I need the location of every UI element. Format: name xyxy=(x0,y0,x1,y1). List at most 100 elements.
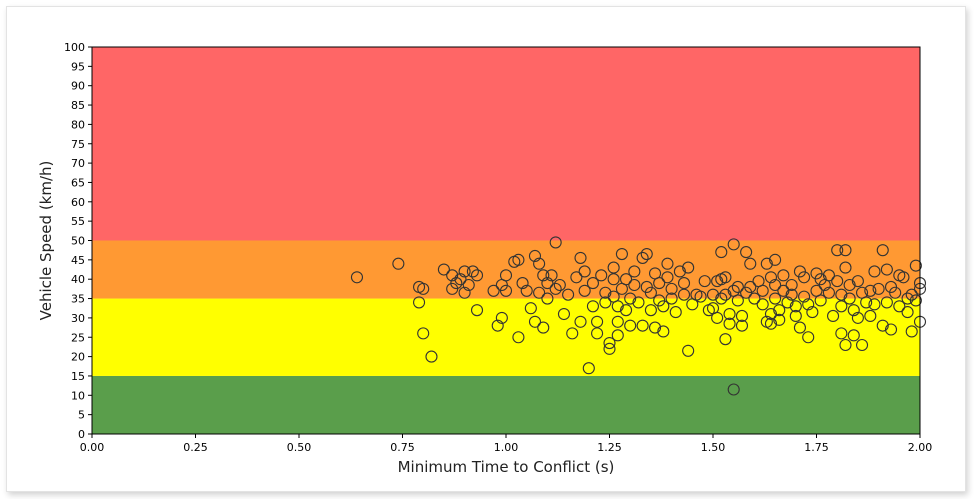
data-point xyxy=(723,317,736,330)
data-point xyxy=(839,244,852,257)
data-point xyxy=(541,277,554,290)
data-point xyxy=(512,253,525,266)
data-point xyxy=(665,282,678,295)
data-point xyxy=(876,244,889,257)
data-point xyxy=(417,327,430,340)
y-tick-label: 35 xyxy=(71,293,85,306)
data-point xyxy=(785,288,798,301)
y-tick-label: 40 xyxy=(71,273,85,286)
x-tick-label: 1.75 xyxy=(804,441,829,454)
data-point xyxy=(682,344,695,357)
data-point xyxy=(533,257,546,270)
y-tick-label: 15 xyxy=(71,370,85,383)
data-point xyxy=(698,275,711,288)
data-point xyxy=(586,277,599,290)
data-point xyxy=(653,277,666,290)
data-point xyxy=(624,292,637,305)
data-point xyxy=(764,271,778,284)
data-point xyxy=(462,278,475,292)
y-tick-label: 90 xyxy=(71,80,85,93)
data-point xyxy=(802,331,815,344)
data-point xyxy=(839,261,852,274)
data-point xyxy=(611,329,624,342)
y-tick-label: 100 xyxy=(64,41,85,54)
data-point xyxy=(595,269,608,282)
data-point xyxy=(727,383,740,396)
data-point xyxy=(644,286,657,299)
data-point xyxy=(847,329,860,342)
data-point xyxy=(884,323,898,336)
data-point xyxy=(889,286,902,299)
data-point xyxy=(603,337,616,350)
data-point xyxy=(756,284,769,297)
data-point xyxy=(715,292,728,305)
data-point xyxy=(537,321,550,334)
data-point xyxy=(458,286,471,299)
data-point xyxy=(851,311,864,324)
data-point xyxy=(731,280,744,293)
data-point xyxy=(632,296,645,309)
data-point xyxy=(719,271,732,284)
data-point xyxy=(582,362,595,375)
data-point xyxy=(499,284,513,297)
data-point xyxy=(574,251,587,264)
data-point xyxy=(541,292,554,305)
data-point xyxy=(769,278,782,292)
data-point xyxy=(665,292,678,305)
data-point xyxy=(644,304,657,317)
data-point xyxy=(516,277,529,290)
data-point xyxy=(524,302,537,315)
y-tick-label: 30 xyxy=(71,312,85,325)
data-point xyxy=(624,319,637,332)
y-tick-label: 10 xyxy=(71,389,85,402)
data-point xyxy=(843,278,856,292)
data-point xyxy=(611,300,624,313)
data-point xyxy=(450,277,463,290)
data-point xyxy=(611,315,624,328)
data-point xyxy=(512,331,525,344)
data-point xyxy=(615,247,628,261)
data-point xyxy=(909,294,922,307)
data-point xyxy=(715,246,728,259)
data-point xyxy=(545,269,558,282)
data-point xyxy=(827,309,840,323)
data-point xyxy=(769,253,782,266)
x-tick-label: 1.25 xyxy=(597,441,622,454)
y-tick-label: 70 xyxy=(71,157,85,170)
data-point xyxy=(789,300,802,313)
data-point xyxy=(549,282,562,295)
y-tick-label: 65 xyxy=(71,176,85,189)
y-tick-label: 0 xyxy=(78,428,85,441)
data-point xyxy=(839,338,852,352)
data-point xyxy=(735,309,749,323)
data-point xyxy=(764,307,778,321)
data-point xyxy=(740,246,753,259)
data-point xyxy=(735,319,749,332)
data-point xyxy=(417,282,430,295)
data-point xyxy=(640,247,653,261)
data-point xyxy=(872,282,885,295)
speed-band-1 xyxy=(92,298,920,376)
data-point xyxy=(574,315,587,328)
data-point xyxy=(628,265,641,278)
data-point xyxy=(553,278,566,292)
data-point xyxy=(566,327,579,340)
data-point xyxy=(860,296,873,309)
y-tick-label: 85 xyxy=(71,99,85,112)
data-point xyxy=(731,294,744,307)
data-point xyxy=(570,271,583,284)
data-point xyxy=(864,309,877,323)
data-point xyxy=(802,298,815,311)
x-tick-label: 1.00 xyxy=(494,441,519,454)
data-point xyxy=(528,249,542,263)
data-point xyxy=(814,294,827,307)
data-point xyxy=(744,257,757,270)
data-point xyxy=(781,296,794,309)
x-tick-label: 2.00 xyxy=(908,441,933,454)
data-point xyxy=(785,278,798,292)
data-point xyxy=(636,251,649,264)
data-point xyxy=(578,265,591,278)
data-point xyxy=(520,284,533,297)
data-point xyxy=(764,317,778,330)
speed-band-0 xyxy=(92,375,920,434)
